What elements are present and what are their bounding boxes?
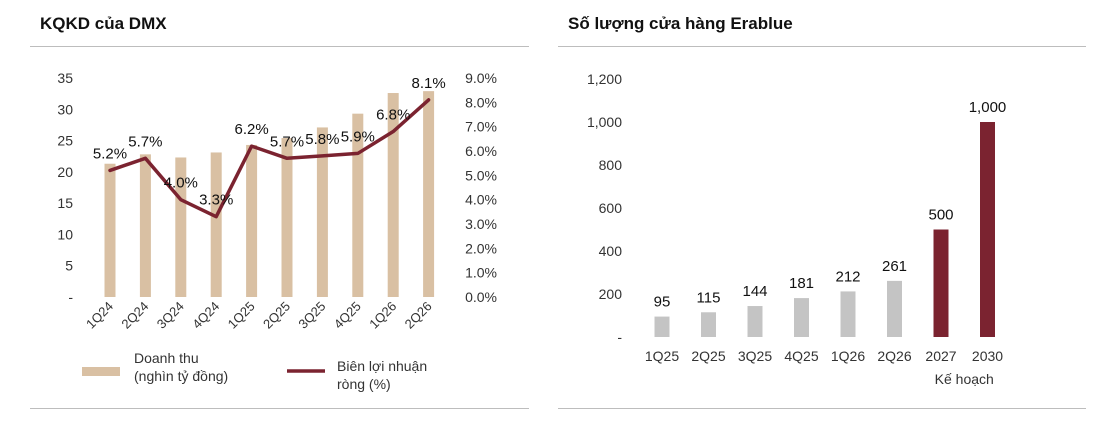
store-count-data-label: 95	[654, 294, 671, 311]
net-margin-data-label: 5.7%	[270, 133, 304, 150]
revenue-bar	[316, 127, 328, 297]
right-axis-tick-label: 9.0%	[465, 70, 497, 86]
left-category-label: 1Q26	[366, 299, 399, 332]
right-axis-tick-label: 2.0%	[465, 240, 497, 256]
left-chart-title: KQKD của DMX	[40, 14, 167, 33]
store-count-bar	[887, 280, 902, 337]
store-count-bar	[747, 306, 763, 337]
store-count-data-label: 500	[928, 207, 953, 224]
store-category-label: 1Q25	[645, 348, 679, 364]
store-axis-tick-label: 200	[599, 286, 623, 302]
legend-margin-label: ròng (%)	[337, 376, 391, 392]
store-category-label: 2Q25	[691, 348, 725, 364]
net-margin-data-label: 4.0%	[164, 175, 198, 192]
left-category-label: 3Q25	[295, 299, 328, 332]
store-count-bar	[794, 298, 809, 337]
store-axis-tick-label: 1,200	[587, 71, 622, 87]
legend-margin-label: Biên lợi nhuận	[337, 358, 427, 374]
revenue-bar	[210, 152, 222, 297]
legend-revenue-label: (nghìn tỷ đồng)	[134, 368, 228, 384]
store-axis-tick-label: 800	[599, 157, 623, 173]
divider-top-left	[30, 46, 529, 47]
net-margin-data-label: 5.2%	[93, 145, 127, 162]
store-count-bar	[654, 316, 670, 337]
store-count-data-label: 144	[742, 283, 767, 300]
store-category-label: 4Q25	[784, 348, 818, 364]
right-axis-tick-label: 3.0%	[465, 216, 497, 232]
left-axis-tick-label: 15	[57, 195, 73, 211]
left-category-label: 4Q25	[331, 299, 364, 332]
left-axis-tick-label: 5	[65, 258, 73, 274]
net-margin-data-label: 5.8%	[305, 131, 339, 148]
left-category-label: 2Q24	[118, 299, 151, 332]
store-count-bar	[701, 312, 716, 337]
store-category-label: 2027	[925, 348, 956, 364]
net-margin-data-label: 3.3%	[199, 192, 233, 209]
store-count-bar	[933, 229, 949, 337]
left-axis-tick-label: 35	[57, 70, 73, 86]
right-chart-title: Số lượng cửa hàng Erablue	[568, 14, 793, 33]
store-category-label: 3Q25	[738, 348, 772, 364]
left-axis-tick-label: 25	[57, 133, 73, 149]
revenue-bar	[281, 138, 293, 297]
revenue-bar	[387, 93, 399, 297]
store-category-label: 2Q26	[877, 348, 911, 364]
revenue-bar	[352, 113, 364, 297]
store-count-data-label: 181	[789, 275, 814, 292]
store-category-label: 1Q26	[831, 348, 865, 364]
right-axis-tick-label: 5.0%	[465, 167, 497, 183]
net-margin-line	[108, 98, 431, 219]
revenue-bar	[104, 163, 116, 297]
store-count-data-label: 115	[697, 289, 721, 306]
left-axis-tick-label: 20	[57, 164, 73, 180]
net-margin-data-label: 5.9%	[341, 128, 375, 145]
store-axis-tick-label: 600	[599, 200, 623, 216]
right-axis-tick-label: 8.0%	[465, 94, 497, 110]
store-axis-tick-label: -	[617, 329, 622, 345]
store-count-bar	[980, 122, 995, 337]
legend-revenue-swatch	[82, 367, 120, 376]
net-margin-data-label: 8.1%	[411, 75, 445, 92]
store-count-data-label: 212	[835, 268, 860, 285]
legend-revenue-label: Doanh thu	[134, 350, 199, 366]
right-axis-tick-label: 4.0%	[465, 192, 497, 208]
store-count-bar	[840, 291, 856, 337]
net-margin-data-label: 5.7%	[128, 133, 162, 150]
left-category-label: 1Q24	[83, 299, 116, 332]
left-category-label: 4Q24	[189, 299, 222, 332]
revenue-bar	[246, 144, 258, 297]
divider-top-right	[558, 46, 1086, 47]
right-axis-tick-label: 1.0%	[465, 265, 497, 281]
divider-bottom-right	[558, 408, 1086, 409]
revenue-bar	[139, 154, 151, 297]
store-count-data-label: 261	[882, 258, 907, 275]
right-axis-tick-label: 7.0%	[465, 119, 497, 135]
left-category-label: 3Q24	[154, 299, 187, 332]
divider-bottom-left	[30, 408, 529, 409]
left-category-label: 2Q25	[260, 299, 293, 332]
store-category-label: 2030	[972, 348, 1003, 364]
store-count-data-label: 1,000	[969, 99, 1007, 116]
right-axis-tick-label: 0.0%	[465, 289, 497, 305]
store-axis-tick-label: 400	[599, 243, 623, 259]
net-margin-data-label: 6.2%	[234, 121, 268, 138]
revenue-bar	[423, 91, 435, 297]
plan-note: Kế hoạch	[935, 371, 994, 387]
left-axis-tick-label: 10	[57, 226, 73, 242]
left-axis-tick-label: -	[68, 289, 73, 305]
net-margin-data-label: 6.8%	[376, 107, 410, 124]
left-category-label: 1Q25	[225, 299, 258, 332]
right-axis-tick-label: 6.0%	[465, 143, 497, 159]
left-category-label: 2Q26	[402, 299, 435, 332]
store-axis-tick-label: 1,000	[587, 114, 622, 130]
left-axis-tick-label: 30	[57, 101, 73, 117]
revenue-bar	[175, 157, 187, 297]
